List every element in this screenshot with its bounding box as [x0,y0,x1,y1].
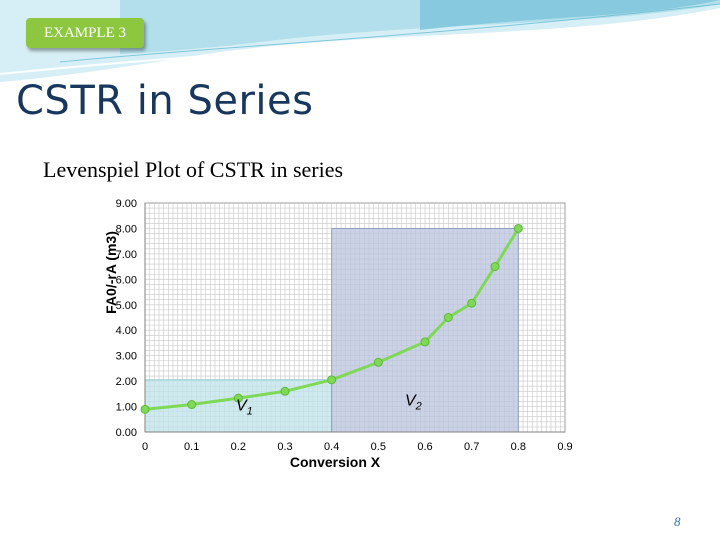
example-tag: EXAMPLE 3 [26,18,144,48]
region-v2 [331,227,519,433]
levenspiel-chart: 0.00 1.00 2.00 3.00 4.00 5.00 6.00 7.00 8.00 9.00… [103,198,573,470]
banner-wave-dark [420,0,720,30]
y-tick-label: 1.00 [116,402,137,414]
data-point [443,313,453,322]
y-axis-label: FA0/-rA (m3) [103,231,119,314]
x-tick-label: 0.1 [184,441,199,453]
region-label: V1 [236,397,253,417]
region-label: V2 [405,392,422,412]
data-point [233,393,243,403]
y-tick-label: 7.00 [116,249,137,261]
x-tick-label: 0.6 [417,441,432,453]
x-axis-label: Conversion X [290,454,381,470]
x-tick-label: 0.7 [464,441,479,453]
example-tag-label: EXAMPLE 3 [43,25,127,41]
x-tick-label: 0.3 [277,441,292,453]
x-tick-label: 0.4 [324,441,339,453]
data-point [490,262,500,272]
data-point [280,386,290,396]
data-point [420,337,430,347]
x-tick-label: 0 [142,441,148,453]
data-point [327,375,337,385]
banner-wave-line [0,9,720,75]
banner-wave-line-2 [59,3,720,63]
data-point [373,357,383,367]
x-tick-label: 0.8 [511,441,526,453]
y-tick-label: 3.00 [116,351,137,363]
header-banner [0,0,720,82]
x-tick-label: 0.5 [371,441,386,453]
y-tick-label: 4.00 [116,325,137,337]
data-point [140,404,150,414]
data-point [187,400,197,410]
y-tick-label: 8.00 [116,223,137,235]
y-tick-label: 5.00 [116,300,137,312]
y-tick-label: 2.00 [116,376,137,388]
slide-title: CSTR in Series [16,78,314,124]
page-number: 8 [674,514,681,529]
x-tick-label: 0.9 [557,441,572,453]
data-point [467,298,477,308]
y-tick-label: 9.00 [116,198,137,210]
y-tick-label: 0.00 [116,427,137,439]
chart-subtitle: Levenspiel Plot of CSTR in series [43,157,344,182]
data-point [513,223,523,233]
x-tick-label: 0.2 [231,441,246,453]
y-tick-label: 6.00 [116,274,137,286]
